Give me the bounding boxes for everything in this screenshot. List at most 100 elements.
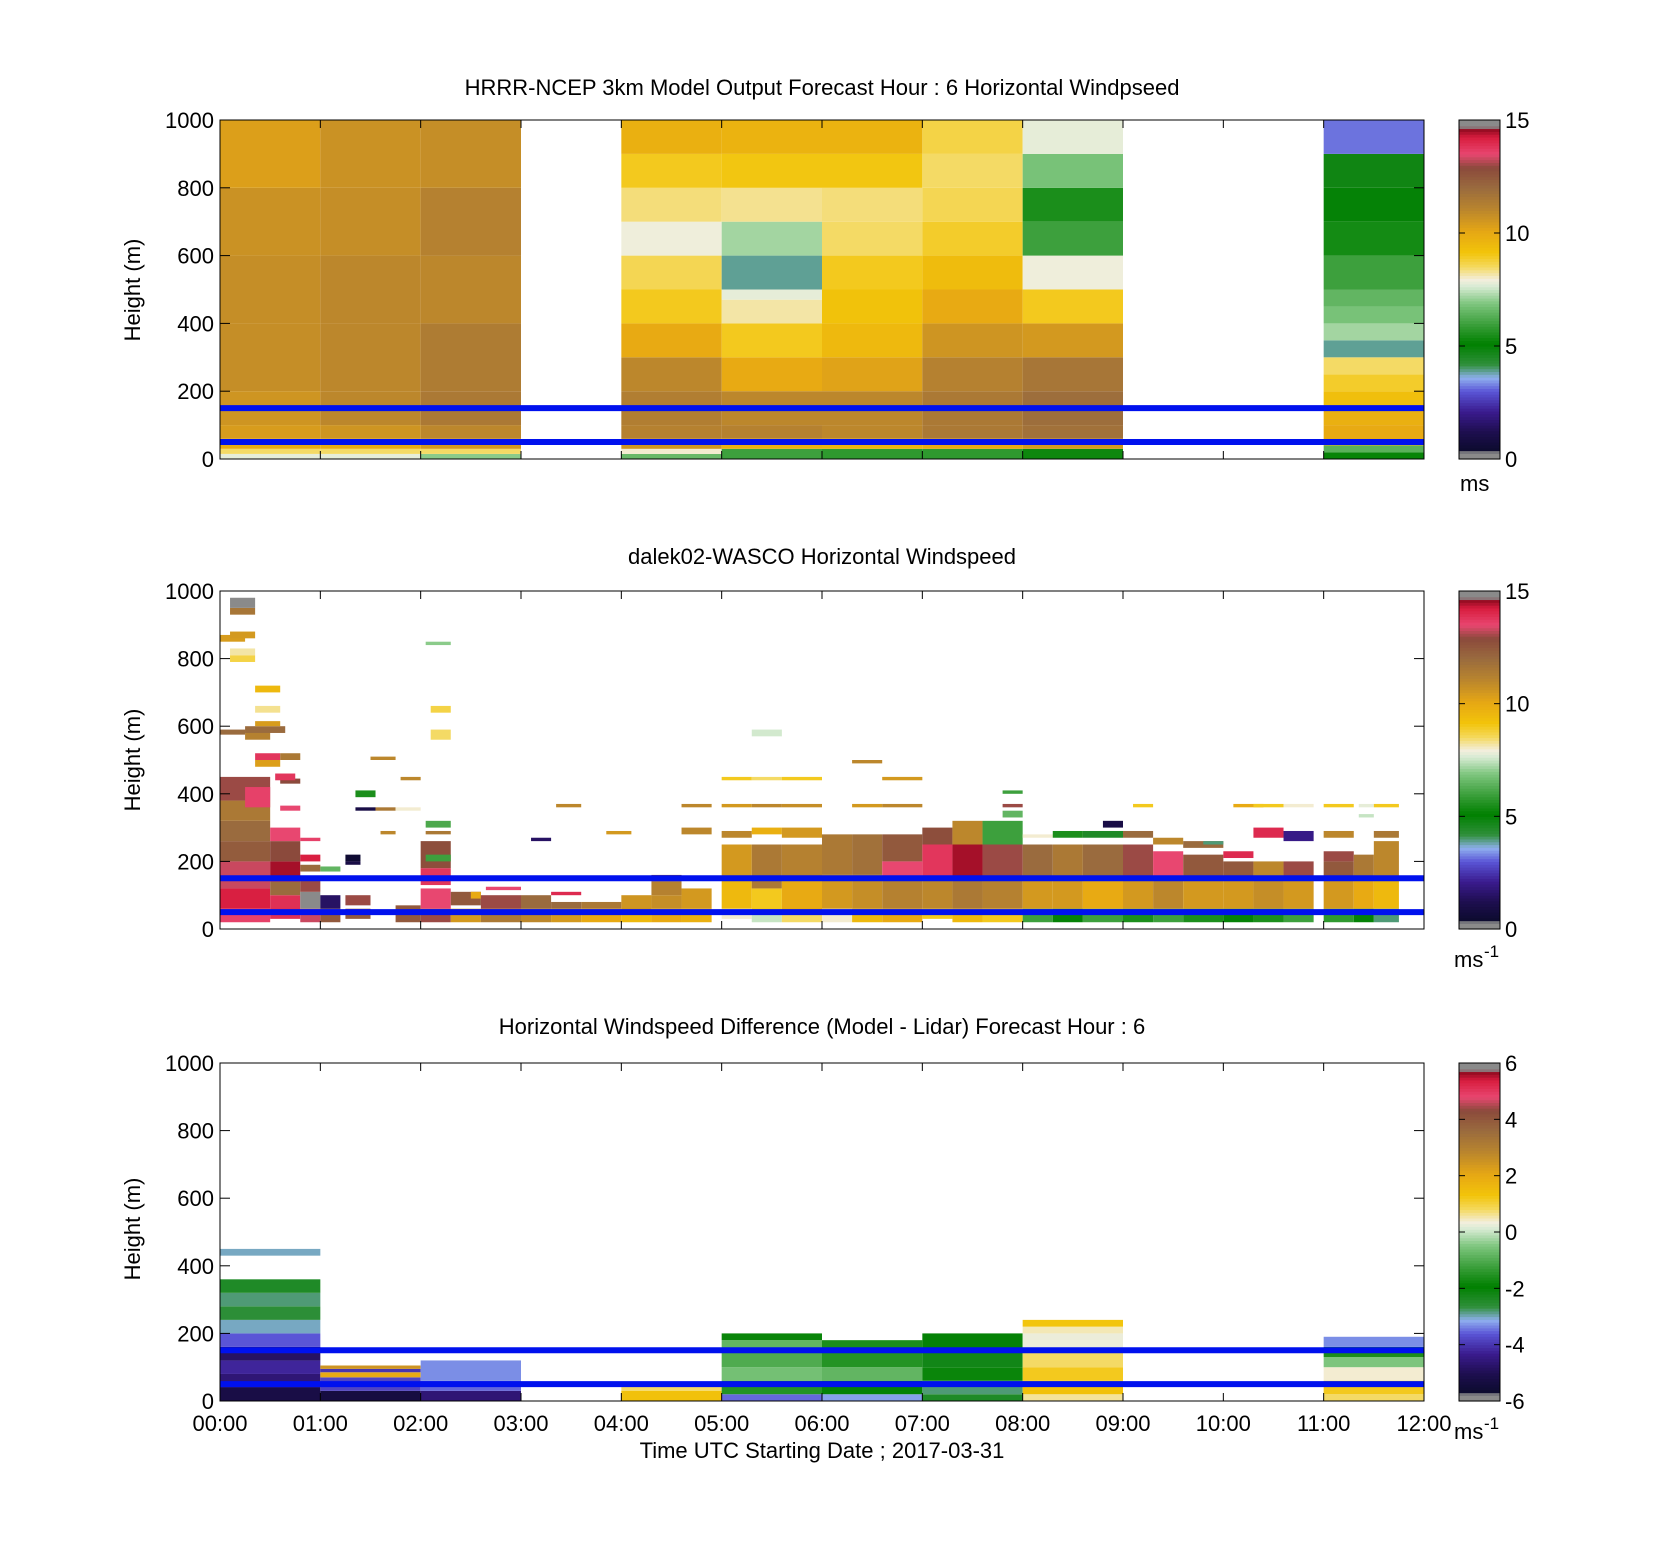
heatmap-cell: [1253, 827, 1284, 838]
colorbar-swatch: [1459, 128, 1500, 132]
colorbar-swatch: [1459, 1370, 1500, 1374]
x-tick-label: 12:00: [1396, 1411, 1451, 1436]
colorbar-swatch: [1459, 168, 1500, 172]
heatmap-cell: [721, 289, 822, 300]
colorbar-swatch: [1459, 1302, 1500, 1306]
colorbar-swatch: [1459, 1305, 1500, 1309]
colorbar-swatch: [1459, 125, 1500, 130]
colorbar-swatch: [1459, 664, 1500, 668]
colorbar-swatch: [1459, 1116, 1500, 1120]
colorbar-tick-label: 15: [1505, 108, 1529, 133]
colorbar-swatch: [1459, 1164, 1500, 1168]
colorbar-swatch: [1459, 599, 1500, 603]
heatmap-cell: [255, 685, 281, 693]
y-tick-label: 200: [177, 379, 214, 404]
heatmap-cell: [822, 187, 923, 222]
colorbar-swatch: [1459, 394, 1500, 398]
colorbar: 0 5 10 15 ms -1: [1454, 579, 1529, 972]
heatmap-cell: [1323, 851, 1354, 862]
colorbar-swatch: [1459, 675, 1500, 679]
colorbar-swatch: [1459, 1223, 1500, 1227]
colorbar-swatch: [1459, 249, 1500, 254]
heatmap-cell: [721, 153, 822, 188]
colorbar-swatch: [1459, 269, 1500, 274]
heatmap-cell: [1002, 803, 1023, 808]
heatmap-cell: [220, 861, 271, 889]
heatmap-cell: [1022, 448, 1123, 459]
y-tick-label: 600: [177, 714, 214, 739]
colorbar-swatch: [1459, 354, 1500, 358]
colorbar-swatch: [1459, 914, 1500, 919]
heatmap-cell: [270, 881, 301, 896]
colorbar-swatch: [1459, 1316, 1500, 1320]
colorbar-swatch: [1459, 1085, 1500, 1089]
heatmap-cell: [230, 631, 256, 639]
colorbar-swatch: [1459, 869, 1500, 874]
heatmap-cell: [220, 425, 321, 439]
colorbar-swatch: [1459, 120, 1500, 124]
x-tick-label: 05:00: [694, 1411, 749, 1436]
y-tick-label: 600: [177, 244, 214, 269]
heatmap-cell: [320, 425, 421, 439]
heatmap-cell: [1323, 878, 1354, 909]
colorbar-swatch: [1459, 1254, 1500, 1258]
heatmap-cell: [1353, 854, 1374, 879]
heatmap-cell: [982, 844, 1023, 879]
heatmap-cell: [621, 912, 652, 923]
colorbar-swatch: [1459, 867, 1500, 871]
colorbar-swatch: [1459, 1195, 1500, 1199]
heatmap-cell: [1022, 323, 1123, 358]
colorbar-swatch: [1459, 351, 1500, 356]
colorbar-swatch: [1459, 630, 1500, 634]
colorbar-swatch: [1459, 1096, 1500, 1101]
heatmap-cell: [420, 425, 521, 439]
colorbar-swatch: [1459, 838, 1500, 843]
colorbar-swatch: [1459, 216, 1500, 220]
y-axis-label: Height (m): [120, 239, 145, 342]
colorbar-swatch: [1459, 201, 1500, 206]
colorbar-swatch: [1459, 833, 1500, 837]
heatmap-cell: [822, 153, 923, 188]
heatmap-cell: [1223, 851, 1254, 859]
colorbar-swatch: [1459, 881, 1500, 885]
heatmap-cell: [355, 807, 376, 811]
heatmap-cell: [1052, 844, 1083, 879]
colorbar-swatch: [1459, 247, 1500, 251]
colorbar-swatch: [1459, 295, 1500, 299]
heatmap-cell: [1123, 844, 1154, 879]
heatmap-cell: [230, 607, 256, 615]
heatmap-cell: [1022, 120, 1123, 154]
heatmap-cell: [621, 895, 652, 913]
heatmap-cell: [922, 844, 953, 879]
heatmap-cell: [375, 807, 396, 811]
heatmap-cell: [1373, 841, 1399, 879]
heatmap-cell: [1323, 340, 1424, 358]
colorbar-swatch: [1459, 1130, 1500, 1135]
colorbar-swatch: [1459, 442, 1500, 446]
colorbar-swatch: [1459, 1375, 1500, 1380]
colorbar-swatch: [1459, 912, 1500, 916]
heatmap-cell: [621, 448, 722, 454]
colorbar-swatch: [1459, 855, 1500, 860]
heatmap-cell: [1052, 830, 1083, 838]
panel-title: dalek02-WASCO Horizontal Windspeed: [628, 544, 1016, 569]
heatmap-cell: [420, 255, 521, 324]
heatmap-cell: [1323, 187, 1424, 222]
heatmap-cell: [420, 1390, 521, 1401]
colorbar-swatch: [1459, 762, 1500, 767]
colorbar-swatch: [1459, 145, 1500, 149]
colorbar-swatch: [1459, 450, 1500, 454]
colorbar-swatch: [1459, 689, 1500, 693]
colorbar-swatch: [1459, 627, 1500, 632]
colorbar-swatch: [1459, 314, 1500, 319]
colorbar-swatch: [1459, 1237, 1500, 1242]
plot-axes: 0 200 400 600 800 1000 00:00 01:00 02:00 03:00 04:…: [165, 1051, 1451, 1436]
colorbar-tick-label: 0: [1505, 1220, 1517, 1245]
heatmap-cell: [420, 323, 521, 392]
heatmap-cell: [220, 255, 321, 324]
colorbar-swatch: [1459, 1372, 1500, 1377]
colorbar-swatch: [1459, 841, 1500, 846]
heatmap-cell: [1102, 820, 1123, 828]
colorbar-swatch: [1459, 1113, 1500, 1118]
